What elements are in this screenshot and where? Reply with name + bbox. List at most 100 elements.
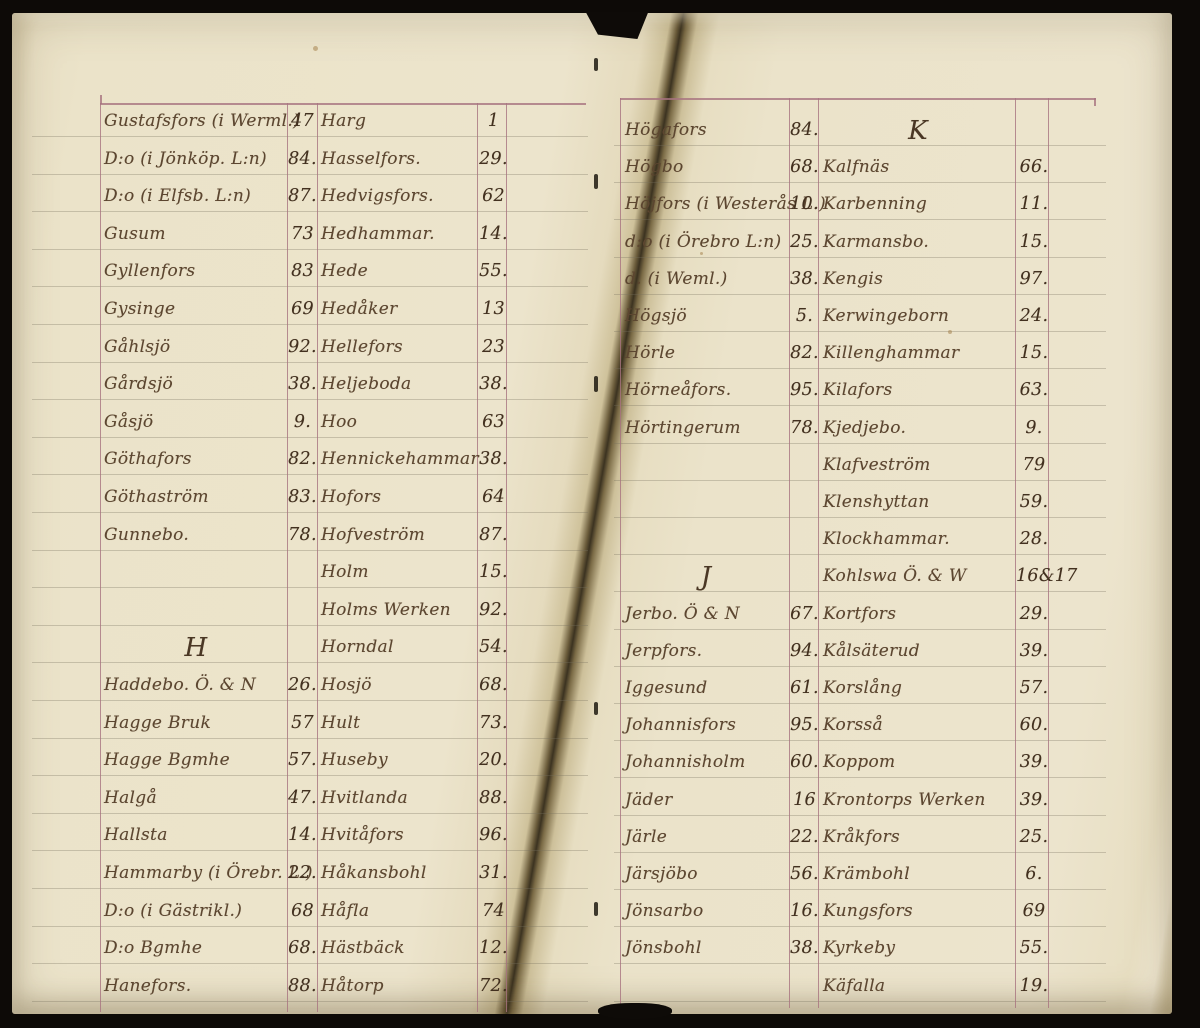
- entry-name: Hedhammar.: [321, 223, 435, 244]
- entry-name: Krontorps Werken: [823, 789, 986, 810]
- entry-name: Gustafsfors (i Werml.): [104, 111, 300, 131]
- ruled-line: [614, 665, 1106, 667]
- entry-page-number: 55.: [479, 261, 508, 282]
- section-letter: J: [700, 562, 712, 593]
- ruled-line: [614, 145, 1106, 146]
- entry-page-number: 68.: [288, 938, 317, 959]
- ruled-line: [32, 286, 588, 288]
- column-rule: [506, 103, 508, 1012]
- entry-name: Karmansbo.: [823, 231, 930, 252]
- entry-page-number: 95.: [790, 715, 819, 736]
- entry-name: Göthaström: [104, 487, 209, 507]
- entry-page-number: 38.: [479, 374, 508, 395]
- ruled-line: [32, 737, 588, 739]
- entry-page-number: 29.: [1019, 603, 1049, 624]
- entry-name: Huseby: [321, 750, 388, 771]
- open-book-spread: [12, 13, 1172, 1014]
- ruled-line: [32, 173, 588, 175]
- entry-name: Högafors: [625, 120, 707, 140]
- entry-name: d. (i Weml.): [625, 268, 728, 289]
- entry-page-number: 14.: [479, 223, 508, 244]
- photo-frame-top: [0, 0, 1200, 13]
- entry-name: Hammarby (i Örebr. L.): [104, 863, 313, 883]
- entry-page-number: 64: [482, 487, 505, 507]
- ruled-line: [614, 591, 1106, 593]
- entry-page-number: 25.: [1019, 826, 1049, 847]
- entry-name: Hofors: [321, 487, 382, 507]
- ruled-line: [614, 889, 1106, 890]
- spine-shadow-bottom: [598, 1003, 672, 1019]
- entry-name: Järsjöbo: [625, 864, 698, 884]
- entry-page-number: 16&17: [1016, 566, 1078, 587]
- binding-stitch: [594, 376, 598, 392]
- entry-name: Kråkfors: [823, 826, 901, 847]
- entry-page-number: 19.: [1019, 975, 1049, 996]
- entry-page-number: 54.: [479, 637, 508, 658]
- entry-name: Kalfnäs: [823, 157, 890, 178]
- entry-name: Håtorp: [321, 975, 384, 996]
- entry-name: D:o (i Gästrikl.): [104, 900, 243, 921]
- entry-page-number: 83: [291, 261, 314, 282]
- entry-page-number: 67.: [790, 603, 819, 624]
- column-rule: [477, 103, 479, 1012]
- entry-page-number: 29.: [479, 148, 508, 169]
- entry-page-number: 60.: [1019, 715, 1049, 736]
- entry-name: Högbo: [625, 157, 684, 178]
- entry-page-number: 22.: [790, 826, 819, 847]
- entry-page-number: 79: [1022, 454, 1046, 475]
- entry-page-number: 57.: [1019, 678, 1049, 698]
- entry-name: D:o Bgmhe: [104, 938, 203, 959]
- binding-stitch: [594, 58, 598, 71]
- entry-page-number: 6.: [1025, 864, 1043, 884]
- foxing-speck: [948, 330, 952, 334]
- entry-page-number: 55.: [1019, 938, 1049, 959]
- entry-name: D:o (i Elfsb. L:n): [104, 186, 252, 207]
- entry-page-number: 78.: [790, 417, 819, 438]
- ruled-line: [32, 1000, 588, 1002]
- entry-name: Gåhlsjö: [104, 336, 171, 357]
- column-rule: [287, 103, 289, 1012]
- entry-page-number: 10.: [790, 194, 819, 215]
- entry-page-number: 31.: [479, 863, 508, 883]
- entry-name: Hedvigsfors.: [321, 186, 434, 207]
- entry-name: Jäder: [625, 789, 673, 810]
- entry-page-number: 84.: [790, 120, 819, 140]
- entry-name: Gyllenfors: [104, 261, 196, 282]
- foxing-speck: [313, 46, 318, 51]
- entry-name: Hörtingerum: [625, 417, 741, 438]
- entry-name: Hvitlanda: [321, 787, 408, 808]
- entry-page-number: 47.: [288, 787, 317, 808]
- entry-name: Göthafors: [104, 449, 192, 470]
- entry-name: Killenghammar: [823, 343, 960, 364]
- entry-page-number: 95.: [790, 380, 819, 401]
- entry-page-number: 96.: [479, 825, 508, 846]
- ruled-line: [32, 549, 588, 551]
- ruled-line: [32, 211, 588, 213]
- entry-name: Heljeboda: [321, 374, 412, 395]
- column-rule: [317, 103, 319, 1012]
- entry-page-number: 60.: [790, 752, 819, 773]
- entry-page-number: 16.: [790, 901, 819, 922]
- entry-page-number: 1: [487, 111, 500, 131]
- ruled-line: [32, 324, 588, 325]
- entry-name: Högsjö: [625, 306, 687, 326]
- entry-page-number: 15.: [1019, 343, 1049, 364]
- entry-name: Korsså: [823, 715, 883, 736]
- entry-name: d:o (i Örebro L:n): [625, 231, 782, 252]
- entry-page-number: 22.: [288, 863, 317, 883]
- entry-name: Hanefors.: [104, 975, 192, 996]
- entry-name: Hästbäck: [321, 938, 405, 959]
- ruled-line: [614, 219, 1106, 221]
- entry-page-number: 11.: [1019, 194, 1049, 215]
- entry-name: Hosjö: [321, 675, 372, 695]
- entry-page-number: 73.: [479, 712, 508, 733]
- entry-page-number: 26.: [288, 675, 317, 695]
- entry-page-number: 74: [482, 900, 505, 921]
- entry-page-number: 12.: [479, 938, 508, 959]
- ruled-line: [614, 442, 1106, 444]
- ruled-line: [32, 850, 588, 852]
- entry-page-number: 15.: [1019, 231, 1049, 252]
- entry-name: Hörle: [625, 343, 676, 364]
- entry-page-number: 56.: [790, 864, 819, 884]
